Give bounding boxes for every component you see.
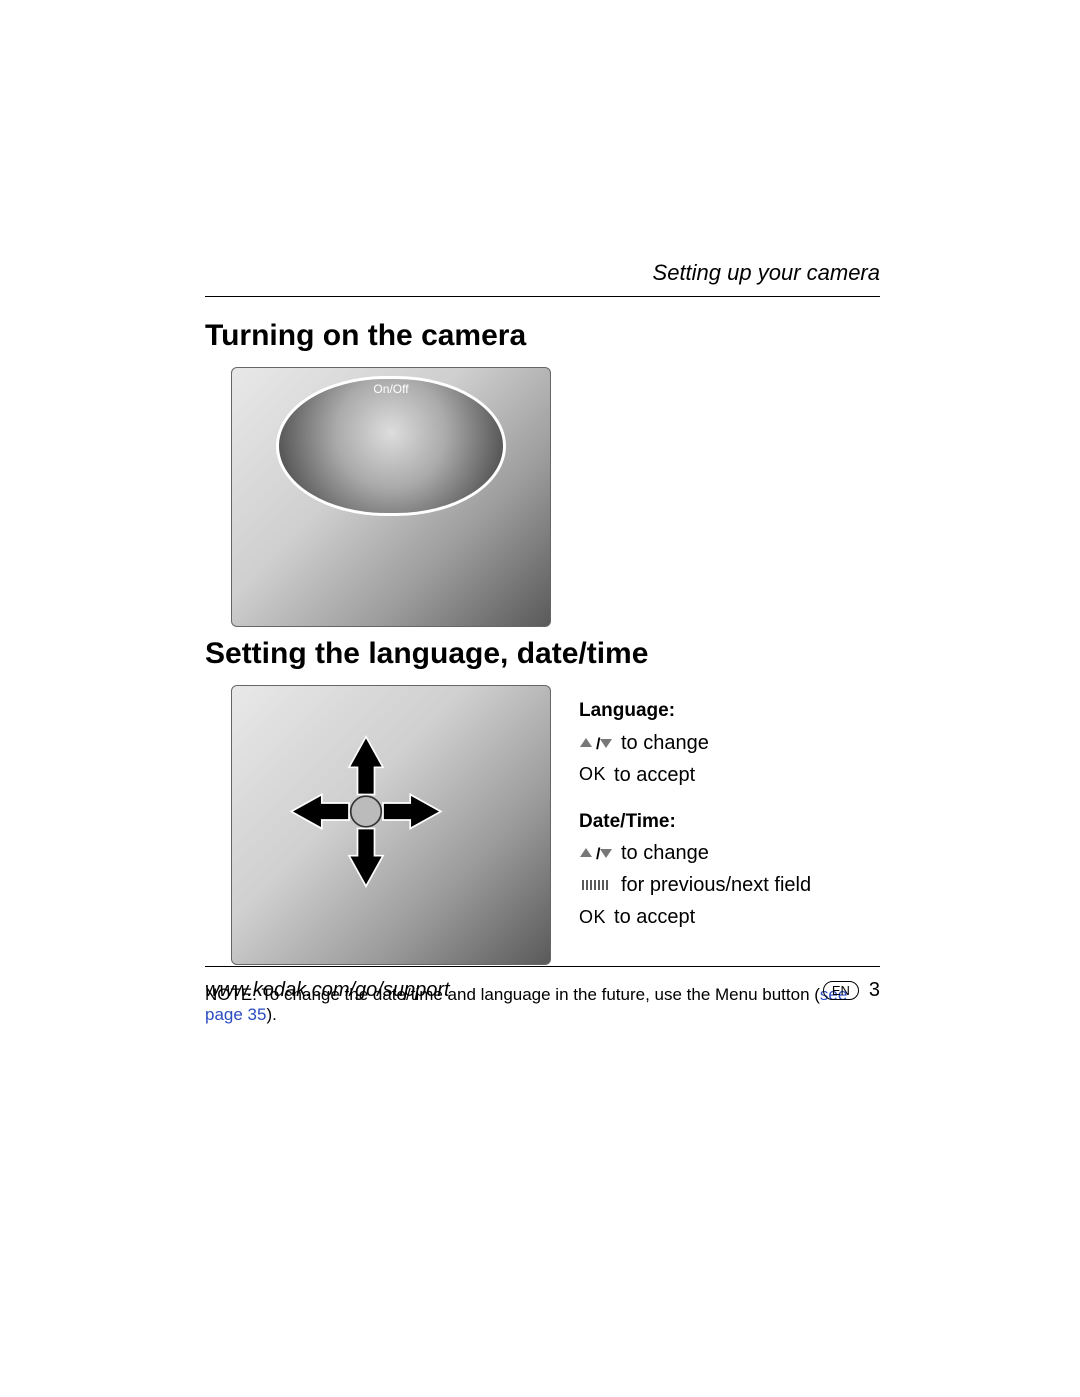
updown-icon: / [579, 735, 613, 751]
ok-label: OK [579, 904, 606, 931]
note-suffix: ). [266, 1005, 276, 1024]
svg-text:/: / [596, 846, 601, 861]
dpad-arrows-icon [281, 726, 451, 901]
chapter-title: Setting up your camera [205, 260, 880, 297]
language-change-row: / to change [579, 728, 811, 758]
language-datetime-row: Language: / to change OK to accept Date/… [205, 685, 880, 975]
language-accept-text: to accept [614, 760, 695, 790]
ok-label: OK [579, 761, 606, 788]
manual-page: Setting up your camera Turning on the ca… [0, 0, 1080, 1397]
datetime-prevnext-text: for previous/next field [621, 870, 811, 900]
onoff-switch-label: On/Off [373, 382, 408, 396]
figure-camera-top: On/Off [231, 367, 551, 627]
leftright-icon [579, 877, 613, 893]
updown-icon: / [579, 845, 613, 861]
datetime-prevnext-row: for previous/next field [579, 870, 811, 900]
svg-text:/: / [596, 736, 601, 751]
language-accept-row: OK to accept [579, 760, 811, 790]
heading-language-datetime: Setting the language, date/time [205, 637, 880, 671]
page-number: 3 [869, 979, 880, 1002]
language-badge: EN [823, 981, 859, 1000]
instructions-block: Language: / to change OK to accept Date/… [579, 685, 811, 934]
datetime-accept-row: OK to accept [579, 902, 811, 932]
language-title: Language: [579, 697, 811, 726]
datetime-change-row: / to change [579, 838, 811, 868]
page-footer: www.kodak.com/go/support EN 3 [205, 966, 880, 1002]
heading-turning-on: Turning on the camera [205, 319, 880, 353]
datetime-change-text: to change [621, 838, 709, 868]
figure-camera-back [231, 685, 551, 965]
language-change-text: to change [621, 728, 709, 758]
mode-dial-illustration [276, 376, 506, 516]
datetime-accept-text: to accept [614, 902, 695, 932]
datetime-title: Date/Time: [579, 808, 811, 837]
support-url[interactable]: www.kodak.com/go/support [205, 979, 450, 1002]
